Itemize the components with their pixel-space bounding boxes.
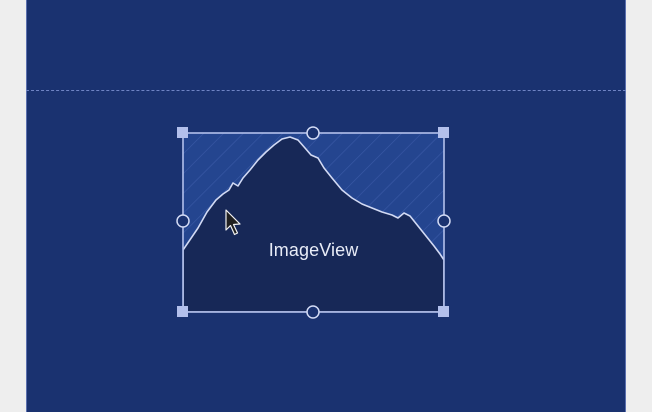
mouse-cursor-icon — [225, 209, 241, 236]
image-placeholder-icon — [183, 136, 444, 312]
constraint-anchor-bottom[interactable] — [306, 305, 320, 319]
constraint-anchor-right[interactable] — [437, 214, 451, 228]
toolbar-guideline — [26, 90, 626, 91]
resize-handle-bottom-left[interactable] — [177, 306, 188, 317]
resize-handle-top-left[interactable] — [177, 127, 188, 138]
image-view-label: ImageView — [268, 240, 359, 260]
resize-handle-top-right[interactable] — [438, 127, 449, 138]
image-view[interactable] — [182, 132, 445, 313]
editor-margin-right — [626, 0, 652, 412]
constraint-anchor-top[interactable] — [306, 126, 320, 140]
editor-margin-left — [0, 0, 26, 412]
constraint-anchor-left[interactable] — [176, 214, 190, 228]
resize-handle-bottom-right[interactable] — [438, 306, 449, 317]
